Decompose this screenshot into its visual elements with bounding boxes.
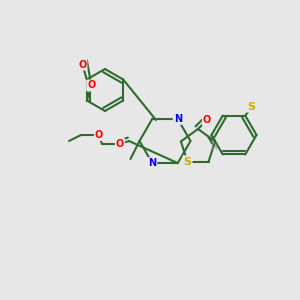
Text: S: S xyxy=(247,101,255,112)
Text: O: O xyxy=(95,130,103,140)
Text: O: O xyxy=(87,80,95,91)
Text: O: O xyxy=(203,115,211,125)
Text: O: O xyxy=(78,59,86,70)
Text: O: O xyxy=(116,139,124,149)
Text: N: N xyxy=(148,158,156,168)
Text: H: H xyxy=(210,143,217,152)
Text: S: S xyxy=(183,157,191,166)
Text: N: N xyxy=(174,114,182,124)
